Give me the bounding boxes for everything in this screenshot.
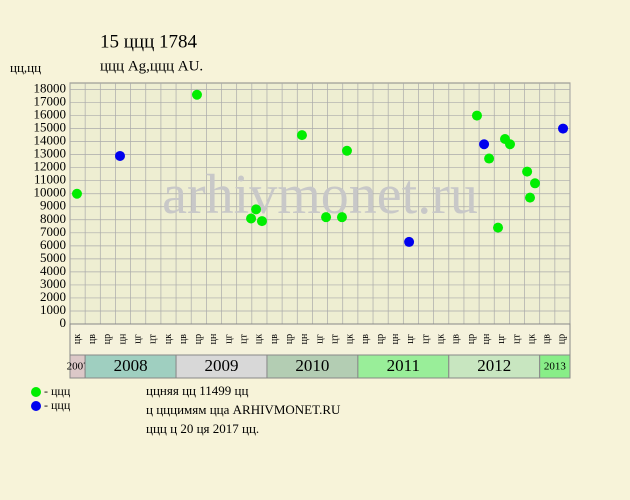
y-tick-label: 4000 — [40, 263, 66, 278]
point — [246, 213, 257, 224]
year-label: 2011 — [387, 356, 420, 375]
point — [336, 212, 347, 223]
point — [484, 153, 495, 164]
y-tick-label: 11000 — [34, 172, 66, 187]
point — [71, 188, 82, 199]
watermark: arhivmonet.ru — [162, 164, 478, 226]
x-tick-label: цк — [254, 334, 265, 344]
y-tick-label: 17000 — [34, 94, 67, 109]
point — [493, 222, 504, 233]
point — [525, 192, 535, 203]
y-tick-label: 18000 — [34, 80, 67, 95]
y-tick-label: 5000 — [40, 250, 66, 265]
x-tick-label: цн — [208, 333, 219, 344]
month-row — [69, 323, 571, 356]
point — [191, 89, 202, 100]
x-tick-label: цр — [284, 334, 295, 344]
y-tick-label: 1000 — [40, 302, 66, 317]
y-tick-label: 15000 — [34, 120, 67, 135]
point — [341, 145, 352, 156]
point — [115, 150, 125, 161]
y-tick-label: 10000 — [34, 185, 67, 200]
x-tick-label: цв — [360, 334, 371, 344]
point — [296, 130, 307, 141]
x-tick-label: цг — [314, 334, 325, 343]
x-tick-label: цк — [526, 334, 537, 344]
year-label: 2008 — [114, 356, 148, 375]
x-tick-label: цр — [466, 334, 477, 344]
legend-label: - ццц — [44, 398, 71, 412]
y-tick-label: 14000 — [34, 133, 67, 148]
x-tick-label: цт — [148, 334, 159, 344]
y-tick-label: 13000 — [34, 146, 67, 161]
x-tick-label: цн — [390, 333, 401, 344]
x-tick-label: цв — [269, 334, 280, 344]
x-tick-label: цк — [72, 334, 83, 344]
x-tick-label: цт — [239, 334, 250, 344]
year-label: 2007 — [67, 361, 90, 373]
point — [522, 166, 533, 177]
legend-marker — [31, 387, 41, 397]
note: ц цццимям цца ARHIVMONET.RU — [146, 402, 341, 417]
point — [471, 110, 482, 121]
year-label: 2013 — [544, 361, 567, 373]
point — [404, 236, 415, 247]
point — [558, 123, 569, 134]
x-tick-label: цг — [132, 334, 143, 343]
x-tick-label: цр — [102, 334, 113, 344]
y-tick-label: 3000 — [40, 276, 66, 291]
year-label: 2009 — [205, 356, 239, 375]
x-tick-label: цг — [223, 334, 234, 343]
x-tick-label: цт — [329, 334, 340, 344]
y-tick-label: 0 — [60, 315, 67, 330]
point — [505, 139, 515, 150]
x-tick-label: цв — [178, 334, 189, 344]
chart-title: 15 ццц 1784 — [100, 31, 198, 52]
y-tick-label: 8000 — [40, 211, 66, 226]
point — [530, 178, 540, 189]
y-tick-label: 9000 — [40, 198, 66, 213]
y-tick-label: 12000 — [34, 159, 67, 174]
year-label: 2012 — [477, 356, 511, 375]
legend-label: - ццц — [44, 384, 71, 398]
x-tick-label: цр — [193, 334, 204, 344]
x-tick-label: цр — [557, 334, 568, 344]
x-tick-label: цн — [481, 333, 492, 344]
y-tick-label: 7000 — [40, 224, 66, 239]
x-tick-label: цн — [299, 333, 310, 344]
x-tick-label: цт — [511, 334, 522, 344]
x-tick-label: цр — [375, 334, 386, 344]
x-tick-label: цк — [436, 334, 447, 344]
y-tick-label: 16000 — [34, 107, 67, 122]
x-tick-label: цт — [420, 334, 431, 344]
y-tick-label: 2000 — [40, 289, 66, 304]
plot-area — [69, 82, 571, 325]
point — [251, 204, 262, 215]
point — [479, 139, 490, 150]
x-tick-label: цк — [163, 334, 174, 344]
y-axis-label: цц,цц — [10, 60, 41, 75]
legend-marker — [31, 401, 41, 411]
x-tick-label: цв — [451, 334, 462, 344]
x-tick-label: цг — [496, 334, 507, 343]
x-tick-label: цв — [542, 334, 553, 344]
x-tick-label: цг — [405, 334, 416, 343]
note: ццц ц 20 ця 2017 цц. — [146, 421, 259, 436]
year-label: 2010 — [295, 356, 329, 375]
x-tick-label: цв — [87, 334, 98, 344]
point — [256, 216, 267, 227]
note: ццняя цц 11499 цц — [146, 383, 248, 398]
y-tick-label: 6000 — [40, 237, 66, 252]
point — [321, 212, 332, 223]
chart-subtitle: ццц Ag,ццц AU. — [100, 58, 203, 74]
x-tick-label: цк — [345, 334, 356, 344]
x-tick-label: цн — [117, 333, 128, 344]
year-band — [539, 354, 571, 379]
